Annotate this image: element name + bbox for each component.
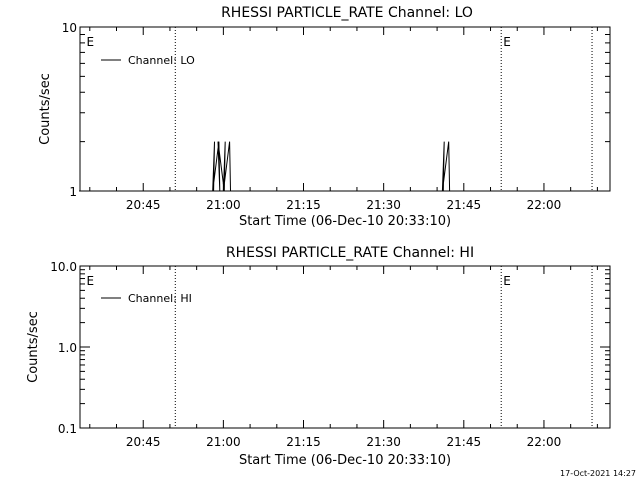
y-tick-label: 1 xyxy=(69,185,77,199)
x-tick-label: 21:45 xyxy=(447,198,482,212)
x-axis-label: Start Time (06-Dec-10 20:33:10) xyxy=(239,214,451,229)
chart-title: RHESSI PARTICLE_RATE Channel: LO xyxy=(221,5,473,21)
x-tick-label: 21:00 xyxy=(206,198,241,212)
y-axis-label: Counts/sec xyxy=(26,311,41,383)
x-tick-label: 22:00 xyxy=(527,198,562,212)
y-axis-label: Counts/sec xyxy=(38,73,53,145)
axis-ticks: 20:45 21:00 21:15 21:30 21:45 22:00 1 10 xyxy=(62,21,610,212)
y-tick-label: 10 xyxy=(62,21,77,35)
x-tick-label: 20:45 xyxy=(126,198,161,212)
event-marker-label: E xyxy=(503,274,511,288)
plot-frame xyxy=(79,26,611,192)
panel-hi: RHESSI PARTICLE_RATE Channel: HI Counts/… xyxy=(26,245,611,468)
panel-lo: RHESSI PARTICLE_RATE Channel: LO Counts/… xyxy=(38,5,611,229)
x-axis-label: Start Time (06-Dec-10 20:33:10) xyxy=(239,453,451,468)
series-line xyxy=(79,141,609,192)
y-tick-label: 1.0 xyxy=(58,341,77,355)
event-marker-label: E xyxy=(86,274,94,288)
timestamp: 17-Oct-2021 14:27 xyxy=(560,469,636,478)
axis-ticks: 20:45 21:00 21:15 21:30 21:45 22:00 0.1 1.0 10.0 xyxy=(50,260,610,449)
x-tick-label: 21:00 xyxy=(206,435,241,449)
plot-frame xyxy=(79,265,611,429)
x-tick-label: 21:30 xyxy=(366,435,401,449)
x-tick-label: 22:00 xyxy=(527,435,562,449)
x-tick-label: 21:15 xyxy=(286,435,321,449)
legend: Channel: LO xyxy=(101,54,195,67)
chart-title: RHESSI PARTICLE_RATE Channel: HI xyxy=(226,245,474,261)
y-tick-label: 10.0 xyxy=(50,260,77,274)
legend-label: Channel: HI xyxy=(128,292,192,305)
event-marker-label: E xyxy=(86,35,94,49)
legend: Channel: HI xyxy=(101,292,192,305)
y-tick-label: 0.1 xyxy=(58,422,77,436)
x-tick-label: 21:15 xyxy=(286,198,321,212)
event-marker-label: E xyxy=(503,35,511,49)
x-tick-label: 20:45 xyxy=(126,435,161,449)
x-tick-label: 21:45 xyxy=(447,435,482,449)
legend-label: Channel: LO xyxy=(128,54,195,67)
x-tick-label: 21:30 xyxy=(366,198,401,212)
